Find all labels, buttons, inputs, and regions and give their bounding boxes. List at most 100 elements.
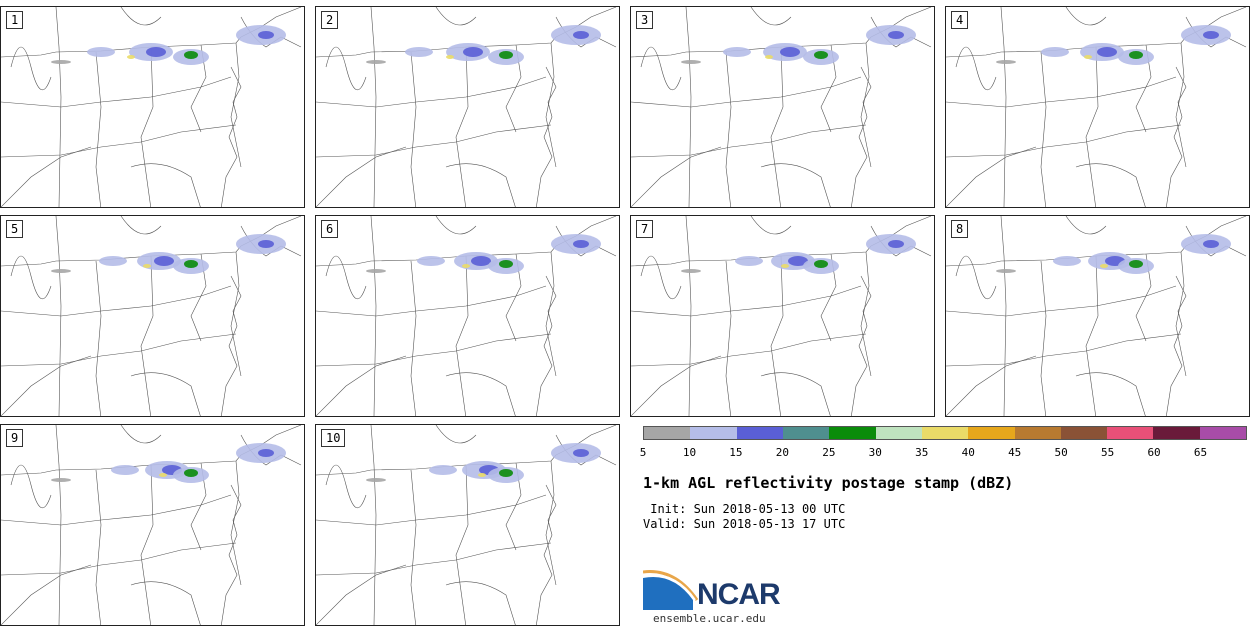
reflectivity-area (1129, 260, 1143, 268)
map-boundary-line (545, 460, 557, 586)
map-boundary-line (631, 146, 722, 207)
map-boundary-line (316, 333, 552, 367)
map-svg (1, 216, 302, 416)
map-boundary-line (221, 275, 242, 416)
colorbar-swatch (690, 427, 737, 439)
reflectivity-area (463, 47, 483, 57)
map-boundary-line (770, 46, 784, 207)
map-boundary-line (1040, 260, 1047, 416)
reflectivity-area (429, 465, 457, 475)
reflectivity-area (573, 31, 589, 39)
map-boundary-line (370, 7, 377, 207)
colorbar-tick-label: 35 (915, 446, 929, 459)
reflectivity-area (146, 47, 166, 57)
colorbar-tick-label: 25 (822, 446, 836, 459)
map-boundary-line (1085, 255, 1099, 416)
map-svg (316, 7, 617, 207)
reflectivity-area (51, 60, 71, 64)
map-boundary-line (1040, 51, 1047, 207)
colorbar-tick-label: 65 (1193, 446, 1208, 459)
map-boundary-line (640, 255, 682, 299)
map-panel-5: 5 (0, 215, 305, 417)
map-boundary-line (1085, 46, 1099, 207)
member-label: 8 (951, 220, 969, 238)
map-boundary-line (445, 581, 516, 625)
map-panel-10: 10 (315, 424, 620, 626)
reflectivity-area (723, 47, 751, 57)
map-boundary-line (445, 163, 516, 207)
reflectivity-area (1100, 264, 1108, 268)
map-boundary-line (946, 285, 1177, 317)
reflectivity-area (780, 47, 800, 57)
map-panel-6: 6 (315, 215, 620, 417)
reflectivity-area (184, 260, 198, 268)
reflectivity-area (258, 240, 274, 248)
colorbar-swatch (1060, 427, 1108, 439)
map-boundary-line (10, 46, 52, 90)
map-boundary-line (1075, 372, 1146, 416)
reflectivity-area (681, 269, 701, 273)
map-boundary-line (1065, 216, 1107, 235)
map-boundary-line (770, 255, 784, 416)
map-boundary-line (640, 46, 682, 90)
reflectivity-area (159, 473, 167, 477)
map-boundary-line (946, 124, 1182, 158)
reflectivity-area (99, 256, 127, 266)
reflectivity-area (1041, 47, 1069, 57)
map-boundary-line (946, 333, 1182, 367)
member-label: 6 (321, 220, 339, 238)
map-boundary-line (1, 564, 92, 625)
map-boundary-line (435, 216, 477, 235)
map-svg (316, 425, 617, 625)
map-boundary-line (1166, 66, 1187, 207)
map-boundary-line (1, 124, 237, 158)
map-panel-1: 1 (0, 6, 305, 208)
map-boundary-line (860, 251, 872, 377)
colorbar-swatch (1014, 427, 1061, 439)
map-boundary-line (130, 581, 201, 625)
reflectivity-area (1129, 51, 1143, 59)
reflectivity-area (143, 264, 151, 268)
map-boundary-line (1, 146, 92, 207)
map-boundary-line (1166, 275, 1187, 416)
map-boundary-line (1175, 42, 1187, 168)
map-boundary-line (955, 255, 997, 299)
init-time: Init: Sun 2018-05-13 00 UTC (643, 502, 846, 516)
map-boundary-line (55, 425, 62, 625)
map-boundary-line (1, 285, 232, 317)
colorbar-tick-label: 40 (961, 446, 975, 459)
map-boundary-line (10, 255, 52, 299)
map-boundary-line (725, 260, 732, 416)
reflectivity-area (462, 264, 470, 268)
map-boundary-line (221, 66, 242, 207)
map-boundary-line (631, 76, 862, 108)
map-boundary-line (685, 7, 692, 207)
map-boundary-line (536, 275, 557, 416)
reflectivity-area (51, 478, 71, 482)
colorbar-swatch (736, 427, 783, 439)
map-boundary-line (316, 285, 547, 317)
reflectivity-area (788, 256, 808, 266)
member-label: 7 (636, 220, 654, 238)
reflectivity-area (127, 55, 135, 59)
reflectivity-area (735, 256, 763, 266)
map-boundary-line (435, 7, 477, 26)
map-panel-3: 3 (630, 6, 935, 208)
map-boundary-line (1, 494, 232, 526)
map-boundary-line (545, 42, 557, 168)
reflectivity-area (814, 51, 828, 59)
colorbar-tick-label: 5 (639, 446, 647, 459)
map-boundary-line (760, 163, 831, 207)
reflectivity-area (154, 256, 174, 266)
map-boundary-line (536, 484, 557, 625)
reflectivity-area (417, 256, 445, 266)
map-boundary-line (631, 333, 867, 367)
map-boundary-line (140, 255, 154, 416)
map-boundary-line (230, 251, 242, 377)
colorbar-swatch (921, 427, 969, 439)
colorbar-swatch (782, 427, 830, 439)
map-boundary-line (1175, 251, 1187, 377)
ncar-logo-icon (643, 570, 699, 610)
reflectivity-area (184, 51, 198, 59)
member-label: 1 (6, 11, 24, 29)
